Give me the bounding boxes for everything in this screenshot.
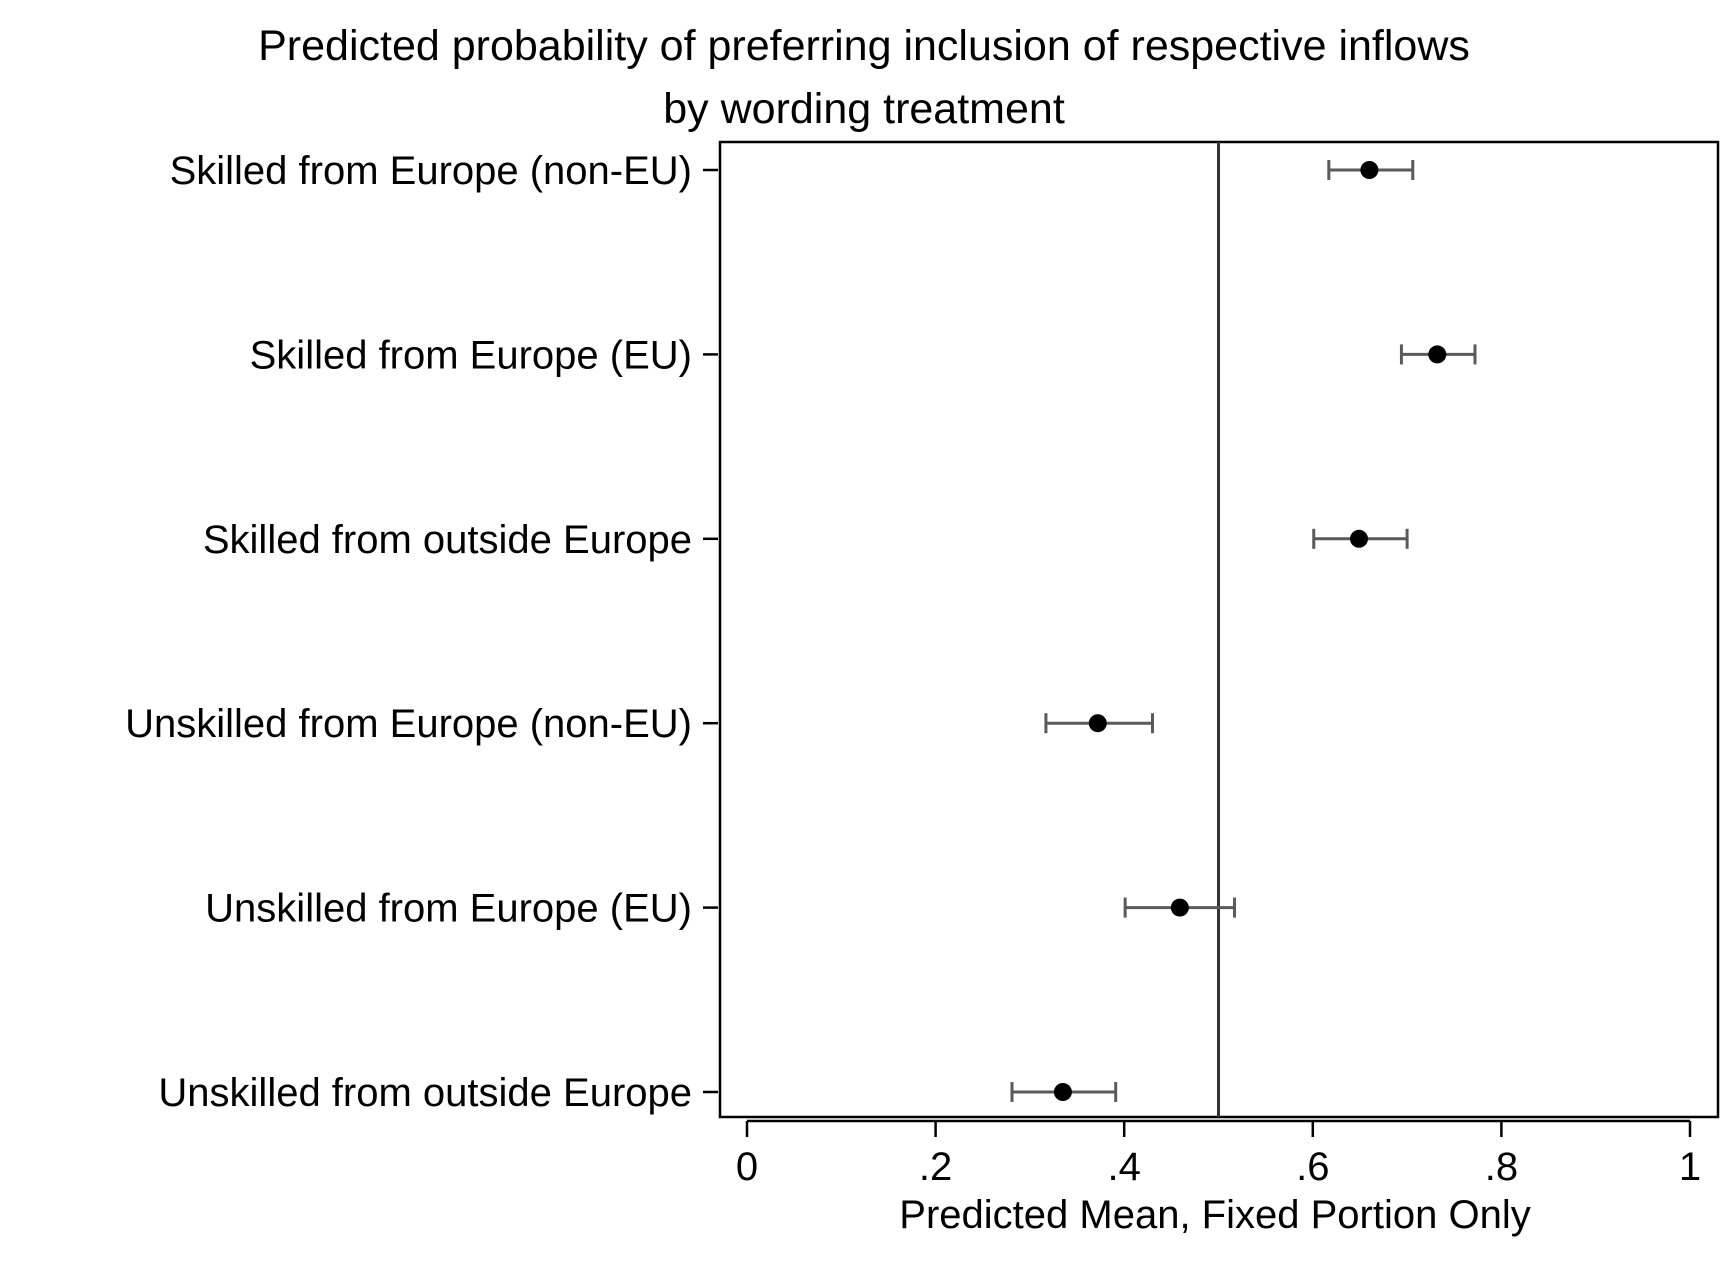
y-category-label: Skilled from Europe (non-EU) <box>170 149 692 193</box>
x-axis-title: Predicted Mean, Fixed Portion Only <box>899 1193 1530 1237</box>
y-category-label: Skilled from outside Europe <box>203 518 692 562</box>
data-point <box>1053 1083 1072 1101</box>
data-point <box>1088 714 1107 733</box>
y-category-label: Unskilled from Europe (non-EU) <box>125 702 692 746</box>
data-point <box>1428 345 1447 364</box>
x-tick-label: .4 <box>1108 1145 1141 1189</box>
x-tick-label: .2 <box>919 1145 952 1189</box>
x-tick-label: .8 <box>1485 1145 1518 1189</box>
chart-subtitle: by wording treatment <box>663 85 1065 133</box>
y-category-label: Unskilled from Europe (EU) <box>205 887 692 931</box>
data-point <box>1350 529 1369 548</box>
x-tick-label: 0 <box>736 1145 758 1189</box>
y-category-label: Skilled from Europe (EU) <box>250 333 692 377</box>
data-point <box>1170 898 1189 917</box>
x-tick-label: 1 <box>1679 1145 1701 1189</box>
y-category-label: Unskilled from outside Europe <box>158 1071 692 1115</box>
data-point <box>1360 161 1379 179</box>
x-tick-label: .6 <box>1296 1145 1329 1189</box>
chart-marks: 0 .2 .4 .6 .8 1 Skilled from Europe (non-EU) Sk… <box>125 142 1701 1189</box>
chart-title: Predicted probability of preferring incl… <box>258 22 1470 70</box>
